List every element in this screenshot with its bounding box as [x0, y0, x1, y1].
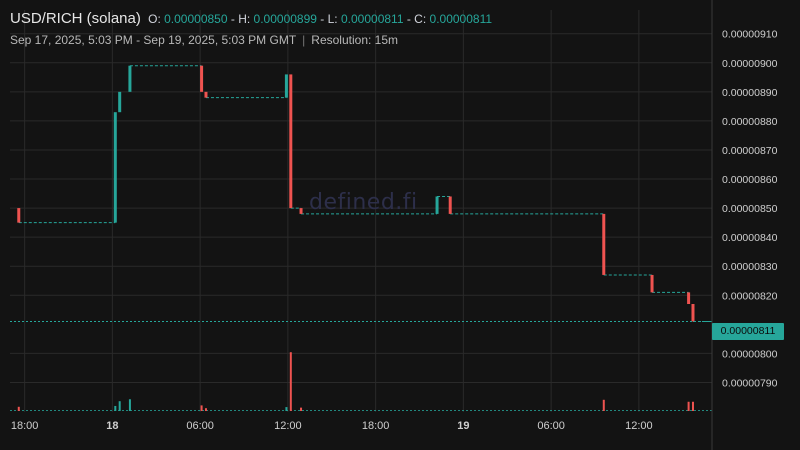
- time-tick-label: 12:00: [274, 420, 302, 432]
- volume-bar: [204, 408, 207, 411]
- price-tick-label: 0.00000900: [722, 58, 778, 70]
- last-price-tag: 0.00000811: [712, 323, 784, 340]
- price-tick-label: 0.00000840: [722, 232, 778, 244]
- time-tick-label: 06:00: [186, 420, 214, 432]
- candlesticks: [17, 65, 695, 322]
- price-tick-label: 0.00000890: [722, 87, 778, 99]
- price-tick-label: 0.00000830: [722, 261, 778, 273]
- price-axis: 0.00000910 0.00000900 0.00000890 0.00000880…: [722, 29, 778, 390]
- volume-bar: [687, 401, 690, 411]
- high-value: 0.00000899: [253, 12, 317, 26]
- candle: [204, 91, 208, 98]
- price-tick-label: 0.00000850: [722, 203, 778, 215]
- volume-bar: [200, 405, 203, 411]
- time-axis: 18:00 18 06:00 12:00 18:00 19 06:00 12:00: [11, 420, 653, 432]
- volume-bar: [300, 407, 303, 411]
- candle: [200, 65, 204, 92]
- close-label: C:: [414, 12, 427, 26]
- volume-bar: [118, 401, 121, 411]
- volume-bars: [10, 352, 712, 411]
- price-tick-label: 0.00000870: [722, 145, 778, 157]
- separator: |: [302, 33, 306, 47]
- pair-title: USD/RICH (solana): [10, 10, 141, 27]
- volume-bar: [602, 399, 605, 411]
- price-tick-label: 0.00000790: [722, 377, 778, 389]
- candle: [691, 304, 695, 322]
- candle: [602, 213, 606, 275]
- ohlc-readout: O: 0.00000850 - H: 0.00000899 - L: 0.000…: [148, 12, 493, 26]
- close-value: 0.00000811: [429, 12, 493, 26]
- price-tick-label: 0.00000880: [722, 116, 778, 128]
- candle: [435, 196, 439, 214]
- candle: [299, 208, 303, 214]
- volume-bar: [289, 352, 292, 411]
- volume-bar: [285, 407, 288, 411]
- low-label: L:: [327, 12, 338, 26]
- resolution: Resolution: 15m: [311, 33, 399, 47]
- candle: [113, 112, 117, 223]
- open-label: O:: [148, 12, 161, 26]
- chart-subheader: Sep 17, 2025, 5:03 PM - Sep 19, 2025, 5:…: [10, 33, 398, 47]
- candle: [687, 292, 691, 304]
- price-tick-label: 0.00000800: [722, 348, 778, 360]
- candle: [284, 74, 288, 98]
- price-tick-label: 0.00000910: [722, 29, 778, 41]
- candle: [448, 196, 452, 214]
- time-tick-label: 06:00: [537, 420, 565, 432]
- watermark: defined.fi: [309, 190, 418, 215]
- price-tick-label: 0.00000860: [722, 174, 778, 186]
- candle: [128, 65, 132, 92]
- flat-price-segments: [18, 65, 711, 322]
- high-label: H:: [238, 12, 251, 26]
- volume-bar: [114, 405, 117, 411]
- time-tick-label: 18:00: [362, 420, 390, 432]
- chart-header: USD/RICH (solana) O: 0.00000850 - H: 0.0…: [10, 10, 492, 27]
- time-tick-label: 19: [457, 420, 469, 432]
- candle: [650, 274, 654, 293]
- time-tick-label: 12:00: [625, 420, 653, 432]
- open-value: 0.00000850: [164, 12, 228, 26]
- candle: [17, 208, 21, 223]
- candle: [118, 91, 122, 113]
- low-value: 0.00000811: [340, 12, 404, 26]
- time-tick-label: 18:00: [11, 420, 39, 432]
- time-tick-label: 18: [106, 420, 118, 432]
- chart-grid: [10, 10, 712, 412]
- volume-bar: [691, 401, 694, 411]
- volume-bar: [17, 406, 20, 411]
- volume-bar: [128, 399, 131, 411]
- candle: [289, 74, 293, 209]
- date-range: Sep 17, 2025, 5:03 PM - Sep 19, 2025, 5:…: [10, 33, 297, 47]
- price-tick-label: 0.00000820: [722, 290, 778, 302]
